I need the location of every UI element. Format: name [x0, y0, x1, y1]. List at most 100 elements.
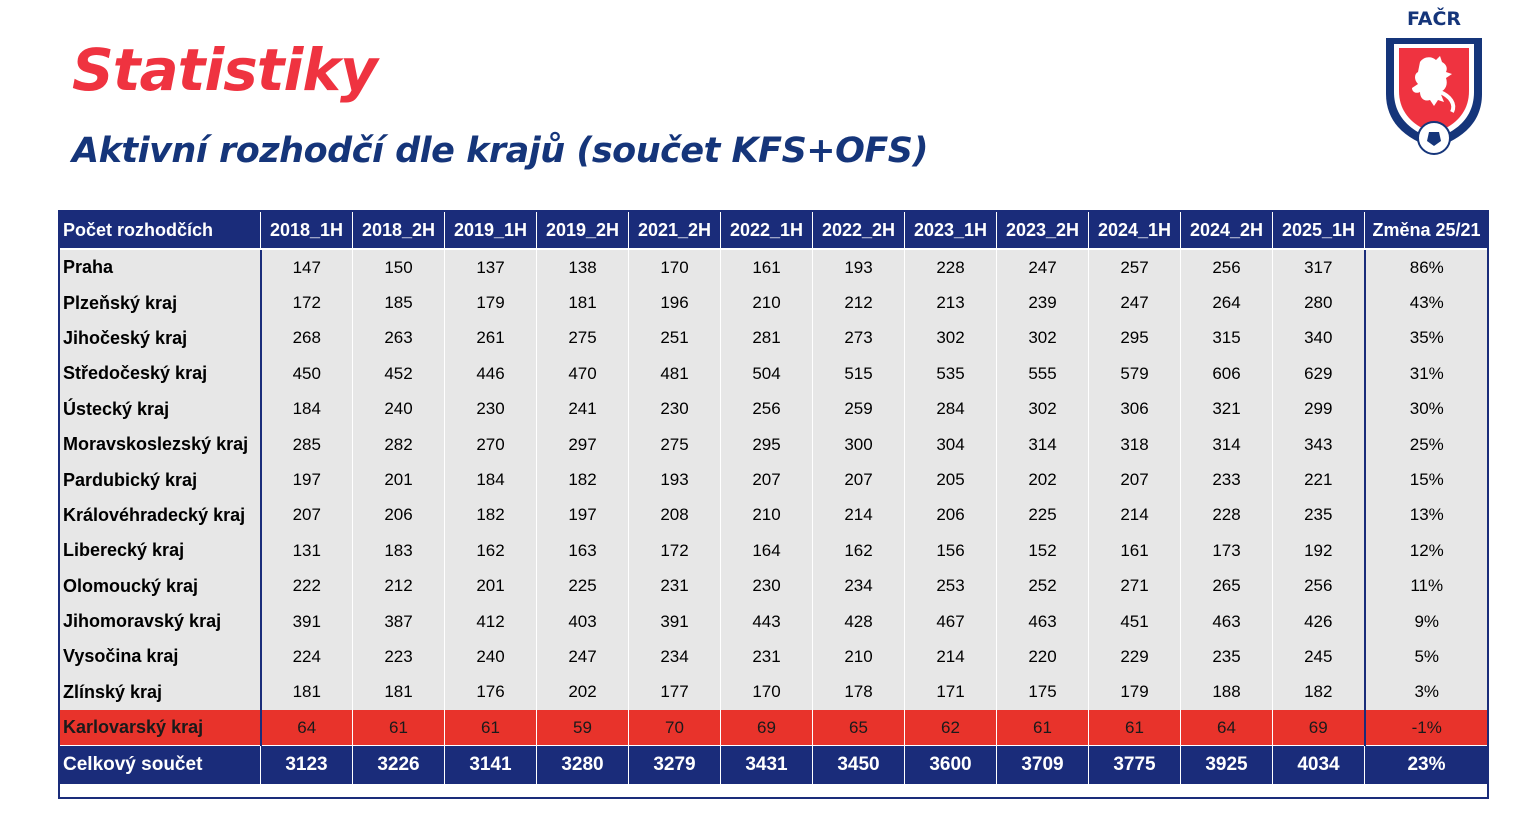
value-cell: 61: [444, 710, 537, 746]
change-cell: 25%: [1363, 426, 1489, 463]
table-row: Jihočeský kraj 268 263 261 275 251 281 273 302 30…: [59, 320, 1489, 357]
value-cell: 317: [1272, 247, 1365, 286]
table-row: Praha 147 150 137 138 170 161 193 228 247 257 256 31…: [59, 247, 1489, 286]
value-cell: 192: [1272, 533, 1365, 569]
table-row: Ústecký kraj 184 240 230 241 230 256 259 284 302 3…: [59, 391, 1489, 427]
value-cell: 161: [720, 247, 813, 286]
value-cell: 182: [1272, 674, 1365, 711]
change-cell: 43%: [1363, 285, 1489, 321]
value-cell: 224: [259, 639, 353, 675]
table-row: Olomoucký kraj 222 212 201 225 231 230 234 253 25…: [59, 568, 1489, 604]
value-cell: 69: [720, 710, 813, 746]
value-cell: 176: [444, 674, 537, 711]
value-cell: 225: [536, 568, 629, 604]
value-cell: 233: [1180, 462, 1273, 498]
table-row: Moravskoslezský kraj 285 282 270 297 275 295 30…: [59, 426, 1489, 463]
value-cell: 179: [444, 285, 537, 321]
column-header-change: Změna 25/21: [1364, 211, 1489, 250]
value-cell: 164: [720, 533, 813, 569]
value-cell: 170: [628, 247, 721, 286]
value-cell: 256: [1180, 247, 1273, 286]
value-cell: 207: [720, 462, 813, 498]
region-cell: Zlínský kraj: [59, 674, 261, 711]
region-cell: Karlovarský kraj: [59, 710, 261, 746]
change-cell: -1%: [1363, 710, 1489, 746]
value-cell: 280: [1272, 285, 1365, 321]
value-cell: 412: [444, 603, 537, 640]
value-cell: 207: [812, 462, 905, 498]
value-cell: 314: [996, 426, 1089, 463]
change-cell: 30%: [1363, 391, 1489, 427]
value-cell: 426: [1272, 603, 1365, 640]
value-cell: 206: [352, 497, 445, 534]
column-header: 2018_2H: [352, 211, 445, 250]
value-cell: 314: [1180, 426, 1273, 463]
value-cell: 555: [996, 356, 1089, 392]
value-cell: 172: [259, 285, 353, 321]
column-header: 2024_2H: [1180, 211, 1273, 250]
value-cell: 318: [1088, 426, 1181, 463]
value-cell: 247: [536, 639, 629, 675]
value-cell: 208: [628, 497, 721, 534]
value-cell: 268: [259, 320, 353, 357]
value-cell: 170: [720, 674, 813, 711]
value-cell: 251: [628, 320, 721, 357]
value-cell: 161: [1088, 533, 1181, 569]
value-cell: 201: [444, 568, 537, 604]
value-cell: 163: [536, 533, 629, 569]
value-cell: 247: [1088, 285, 1181, 321]
value-cell: 463: [996, 603, 1089, 640]
value-cell: 241: [536, 391, 629, 427]
value-cell: 299: [1272, 391, 1365, 427]
value-cell: 184: [444, 462, 537, 498]
region-cell: Moravskoslezský kraj: [59, 426, 261, 463]
change-cell: 12%: [1363, 533, 1489, 569]
referees-table: Počet rozhodčích 2018_1H 2018_2H 2019_1H…: [59, 211, 1489, 786]
value-cell: 214: [1088, 497, 1181, 534]
value-cell: 297: [536, 426, 629, 463]
value-cell: 184: [259, 391, 353, 427]
change-cell: 86%: [1363, 247, 1489, 286]
value-cell: 64: [259, 710, 353, 746]
value-cell: 265: [1180, 568, 1273, 604]
column-header: 2023_2H: [996, 211, 1089, 250]
region-cell: Plzeňský kraj: [59, 285, 261, 321]
value-cell: 147: [259, 247, 353, 286]
value-cell: 315: [1180, 320, 1273, 357]
value-cell: 65: [812, 710, 905, 746]
page-subtitle: Aktivní rozhodčí dle krajů (součet KFS+O…: [72, 131, 928, 171]
value-cell: 137: [444, 247, 537, 286]
value-cell: 252: [996, 568, 1089, 604]
value-cell: 202: [536, 674, 629, 711]
value-cell: 231: [720, 639, 813, 675]
value-cell: 275: [628, 426, 721, 463]
region-cell: Jihočeský kraj: [59, 320, 261, 357]
value-cell: 175: [996, 674, 1089, 711]
table-row: Jihomoravský kraj 391 387 412 403 391 443 428 46…: [59, 603, 1489, 640]
total-cell: 3279: [628, 745, 721, 786]
region-cell: Pardubický kraj: [59, 462, 261, 498]
value-cell: 225: [996, 497, 1089, 534]
value-cell: 234: [628, 639, 721, 675]
table-row: Zlínský kraj 181 181 176 202 177 170 178 171 175 1…: [59, 674, 1489, 711]
region-cell: Olomoucký kraj: [59, 568, 261, 604]
value-cell: 463: [1180, 603, 1273, 640]
value-cell: 261: [444, 320, 537, 357]
value-cell: 206: [904, 497, 997, 534]
value-cell: 162: [812, 533, 905, 569]
total-cell: 3431: [720, 745, 813, 786]
change-cell: 5%: [1363, 639, 1489, 675]
value-cell: 179: [1088, 674, 1181, 711]
value-cell: 481: [628, 356, 721, 392]
value-cell: 181: [259, 674, 353, 711]
value-cell: 213: [904, 285, 997, 321]
value-cell: 275: [536, 320, 629, 357]
value-cell: 152: [996, 533, 1089, 569]
value-cell: 295: [720, 426, 813, 463]
value-cell: 467: [904, 603, 997, 640]
value-cell: 247: [996, 247, 1089, 286]
total-change-cell: 23%: [1364, 745, 1489, 786]
value-cell: 210: [720, 497, 813, 534]
value-cell: 306: [1088, 391, 1181, 427]
table-row: Liberecký kraj 131 183 162 163 172 164 162 156 15…: [59, 533, 1489, 569]
